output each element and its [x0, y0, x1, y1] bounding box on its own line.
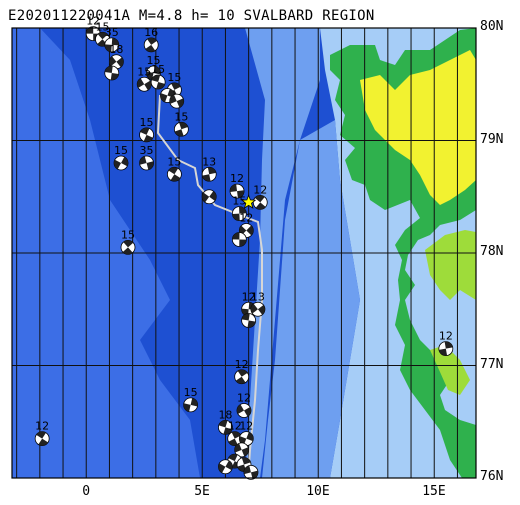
depth-label: 15: [140, 116, 154, 129]
longitude-tick-label: 10E: [306, 484, 330, 499]
depth-label: 15: [121, 228, 135, 241]
depth-label: 12: [35, 420, 49, 433]
depth-label: 15: [95, 20, 109, 33]
focal-mechanism-beachball: 15: [231, 195, 247, 222]
focal-mechanism-beachball: 13: [201, 155, 217, 182]
focal-mechanism-beachball: [234, 442, 250, 458]
latitude-tick-label: 76N: [480, 469, 504, 484]
focal-mechanism-beachball: [169, 93, 185, 109]
depth-label: 12: [253, 183, 267, 196]
longitude-tick-label: 0: [82, 484, 91, 499]
depth-label: 12: [228, 420, 242, 433]
focal-mechanism-beachball: 12: [438, 330, 454, 357]
depth-label: 15: [137, 65, 151, 78]
plate-boundary-line: [156, 94, 263, 479]
depth-label: 15: [114, 144, 128, 157]
latitude-tick-label: 79N: [480, 131, 504, 147]
focal-mechanism-beachball: 13: [250, 290, 266, 317]
focal-mechanism-beachball: [241, 313, 257, 328]
depth-label: 15: [167, 71, 181, 84]
depth-label: 12: [242, 290, 256, 303]
focal-mechanism-beachball: 15: [139, 116, 154, 143]
depth-label: 12: [237, 392, 251, 405]
focal-mechanism-beachball: 15: [183, 386, 199, 413]
focal-mechanism-beachball: 12: [252, 183, 268, 210]
depth-label: 15: [167, 155, 181, 168]
focal-mechanism-beachball: 18: [109, 43, 124, 70]
depth-label: 35: [105, 26, 119, 39]
focal-mechanism-beachball: 12: [236, 392, 252, 418]
focal-mechanism-beachball: 16: [143, 26, 159, 53]
focal-mechanism-beachball: 15: [173, 110, 189, 137]
svalbard-highland: [360, 50, 476, 205]
focal-mechanism-beachball: 15: [120, 228, 136, 255]
depth-label: 15: [184, 386, 198, 399]
longitude-tick-label: 5E: [194, 484, 210, 499]
focal-mechanism-beachball: 15: [136, 65, 152, 92]
epicenter-star-icon: [240, 194, 257, 209]
focal-mechanism-beachball: 15: [166, 155, 182, 182]
svalbard-south-highland: [425, 230, 476, 300]
focal-mechanism-beachball: 15: [113, 144, 129, 171]
longitude-tick-label: 15E: [422, 484, 446, 499]
focal-mechanism-beachball: 12: [229, 172, 245, 199]
latitude-tick-label: 78N: [480, 244, 504, 259]
depth-label: 16: [144, 26, 158, 39]
depth-label: 12: [439, 330, 453, 343]
depth-label: 13: [202, 155, 216, 168]
depth-label: 18: [109, 43, 123, 56]
focal-mechanism-beachball: [218, 459, 233, 475]
focal-mechanism-beachball: 12: [234, 358, 250, 385]
depth-label: 15: [147, 54, 161, 67]
depth-label: 15: [174, 110, 188, 123]
focal-mechanism-beachball: [201, 189, 217, 205]
depth-label: 12: [230, 172, 244, 185]
map-frame: [11, 27, 477, 479]
focal-mechanism-beachball: 12: [238, 420, 254, 447]
shelf-light: [262, 120, 360, 478]
focal-mechanism-beachball: [231, 232, 247, 247]
focal-mechanism-beachball: 35: [139, 144, 154, 171]
depth-label: 15: [151, 63, 165, 76]
depth-label: 12: [86, 15, 100, 28]
depth-label: 12: [239, 420, 253, 433]
depth-label: 13: [251, 290, 265, 303]
focal-mechanism-beachball: 12: [85, 15, 101, 42]
focal-mechanism-beachball: 12: [227, 420, 243, 447]
depth-label: 12: [239, 212, 253, 225]
svalbard-southern-peak: [430, 345, 470, 395]
depth-label: 35: [140, 144, 154, 157]
focal-mechanism-beachball: 12: [34, 420, 50, 447]
depth-label: 15: [232, 195, 246, 208]
latitude-tick-label: 80N: [480, 19, 504, 34]
latitude-tick-label: 77N: [480, 356, 504, 372]
focal-mechanism-beachball: 18: [218, 408, 233, 435]
focal-mechanism-beachball: 35: [104, 26, 120, 53]
focal-mechanism-beachball: 15: [150, 63, 166, 90]
depth-label: 18: [218, 408, 232, 421]
depth-label: 12: [235, 358, 249, 371]
event-title: E202011220041A M=4.8 h= 10 SVALBARD REGI…: [8, 8, 375, 24]
focal-mechanism-beachball: [243, 464, 259, 480]
focal-mechanism-beachball: [104, 65, 120, 81]
